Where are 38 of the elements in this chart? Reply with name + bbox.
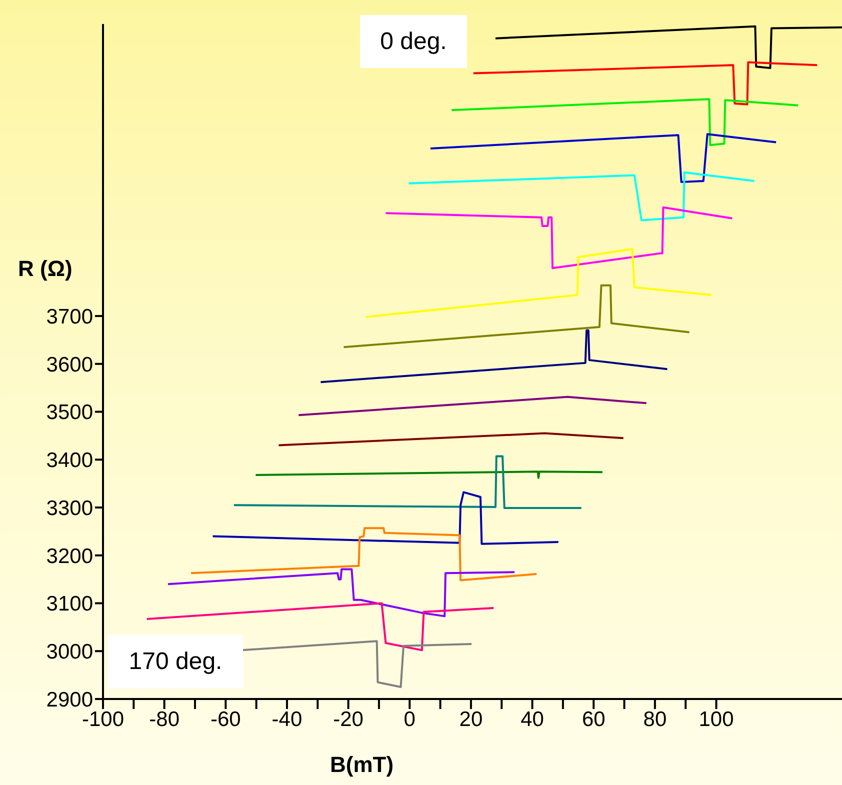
y-tick-label: 3400 bbox=[46, 449, 93, 472]
x-tick-label: 80 bbox=[643, 708, 667, 731]
line-series bbox=[146, 602, 495, 652]
y-tick-label: 3300 bbox=[46, 496, 93, 520]
line-series bbox=[472, 61, 818, 106]
annotation: 0 deg. bbox=[360, 15, 467, 68]
y-tick-label: 3100 bbox=[46, 592, 93, 616]
line-series bbox=[408, 171, 756, 222]
line-series bbox=[232, 455, 582, 509]
line-series bbox=[342, 284, 690, 348]
annotation: 170 deg. bbox=[108, 635, 243, 688]
line-series bbox=[364, 248, 712, 318]
x-tick-label: -60 bbox=[210, 708, 241, 731]
line-series bbox=[429, 133, 778, 183]
x-tick-label: 60 bbox=[582, 708, 606, 731]
y-axis-title: R (Ω) bbox=[18, 256, 72, 282]
line-series bbox=[254, 470, 604, 479]
line-series bbox=[240, 640, 473, 688]
x-tick-label: -80 bbox=[149, 708, 180, 731]
line-series bbox=[320, 329, 668, 384]
x-tick-label: 100 bbox=[698, 708, 734, 731]
x-tick-label: 40 bbox=[520, 708, 544, 731]
x-tick-label: -40 bbox=[272, 708, 302, 731]
x-tick-label: 0 bbox=[404, 708, 416, 731]
line-series bbox=[167, 568, 516, 618]
line-series bbox=[190, 527, 538, 582]
y-tick-label: 3000 bbox=[46, 640, 93, 664]
y-tick-label: 3700 bbox=[46, 305, 93, 328]
y-tick-label: 3500 bbox=[46, 401, 93, 424]
x-tick-label: -20 bbox=[333, 708, 364, 731]
line-series bbox=[384, 206, 734, 270]
y-tick-label: 3200 bbox=[46, 544, 93, 568]
line-series bbox=[494, 25, 842, 70]
x-axis-title: B(mT) bbox=[330, 752, 394, 778]
line-series bbox=[212, 491, 560, 545]
x-tick-label: 20 bbox=[459, 708, 483, 731]
line-series bbox=[450, 98, 800, 146]
y-tick-label: 3600 bbox=[46, 353, 93, 376]
